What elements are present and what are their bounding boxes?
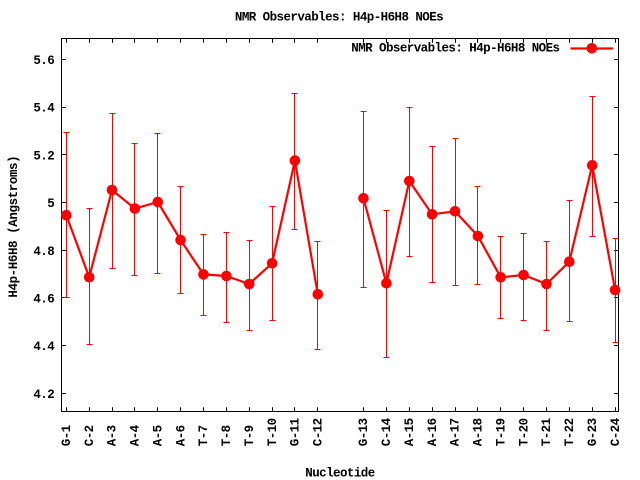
svg-text:C-12: C-12: [312, 418, 326, 446]
svg-text:4.4: 4.4: [33, 340, 55, 354]
svg-text:4.6: 4.6: [33, 293, 54, 307]
svg-text:A-18: A-18: [472, 418, 486, 446]
svg-text:C-24: C-24: [609, 417, 623, 446]
svg-text:C-14: C-14: [380, 417, 394, 446]
svg-text:H4p-H6H8 (Angstroms): H4p-H6H8 (Angstroms): [7, 156, 21, 298]
svg-text:Nucleotide: Nucleotide: [305, 466, 374, 480]
svg-text:T-19: T-19: [494, 418, 508, 446]
svg-text:G-23: G-23: [586, 418, 600, 446]
svg-text:A-3: A-3: [106, 425, 120, 446]
svg-text:4.8: 4.8: [33, 245, 54, 259]
svg-text:NMR Observables: H4p-H6H8 NOEs: NMR Observables: H4p-H6H8 NOEs: [351, 41, 559, 55]
svg-text:A-5: A-5: [152, 425, 166, 446]
svg-text:5.2: 5.2: [33, 149, 54, 163]
svg-text:T-8: T-8: [220, 425, 234, 446]
svg-text:C-2: C-2: [83, 425, 97, 446]
svg-text:A-15: A-15: [403, 418, 417, 446]
svg-text:NMR Observables: H4p-H6H8 NOEs: NMR Observables: H4p-H6H8 NOEs: [235, 11, 443, 25]
svg-text:5.6: 5.6: [33, 54, 54, 68]
svg-text:T-9: T-9: [243, 425, 257, 446]
svg-text:G-13: G-13: [357, 418, 371, 446]
svg-text:A-17: A-17: [449, 418, 463, 446]
svg-text:5: 5: [47, 197, 54, 211]
svg-text:A-4: A-4: [129, 424, 143, 446]
svg-text:T-21: T-21: [540, 418, 554, 446]
svg-text:T-10: T-10: [266, 418, 280, 446]
svg-text:5.4: 5.4: [33, 102, 55, 116]
svg-text:T-20: T-20: [517, 418, 531, 446]
svg-text:A-6: A-6: [174, 425, 188, 446]
svg-text:T-22: T-22: [563, 418, 577, 446]
svg-text:T-7: T-7: [197, 425, 211, 446]
svg-text:G-11: G-11: [289, 418, 303, 446]
svg-text:A-16: A-16: [426, 418, 440, 446]
svg-text:4.2: 4.2: [33, 388, 54, 402]
svg-text:G-1: G-1: [60, 425, 74, 446]
